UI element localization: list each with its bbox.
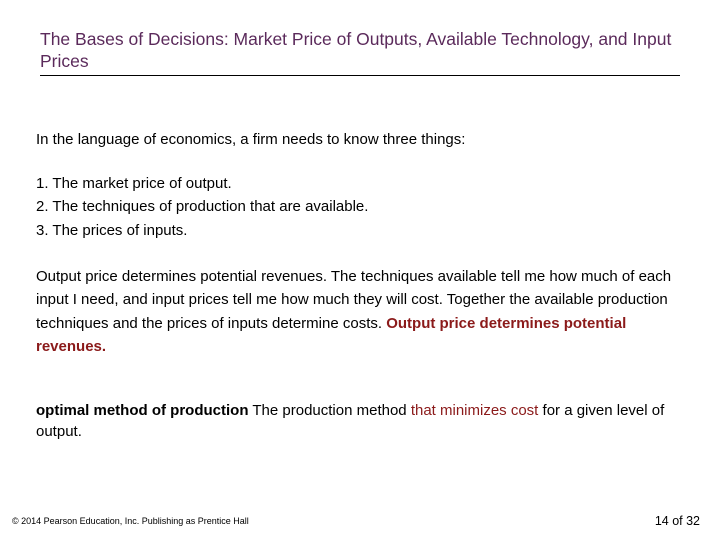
list-item-2: 2. The techniques of production that are…: [36, 195, 684, 218]
page-total: 32: [686, 514, 700, 528]
title-block: The Bases of Decisions: Market Price of …: [40, 28, 680, 76]
list-item-3: 3. The prices of inputs.: [36, 219, 684, 242]
intro-text: In the language of economics, a firm nee…: [36, 131, 465, 148]
slide: The Bases of Decisions: Market Price of …: [0, 0, 720, 540]
definition-term: optimal method of production: [36, 402, 248, 419]
definition-body-a: The production method: [248, 402, 410, 419]
page-current: 14: [655, 514, 669, 528]
title-underline: [40, 75, 680, 76]
slide-title: The Bases of Decisions: Market Price of …: [40, 28, 680, 73]
numbered-list: 1. The market price of output. 2. The te…: [36, 172, 684, 242]
page-sep: of: [669, 514, 686, 528]
explanation-paragraph: Output price determines potential revenu…: [36, 265, 684, 358]
definition-highlight: that minimizes cost: [411, 402, 539, 419]
definition-block: optimal method of production The product…: [36, 400, 684, 442]
copyright-footer: © 2014 Pearson Education, Inc. Publishin…: [12, 516, 249, 526]
list-item-1: 1. The market price of output.: [36, 172, 684, 195]
page-number: 14 of 32: [655, 514, 700, 528]
intro-paragraph: In the language of economics, a firm nee…: [36, 128, 684, 151]
